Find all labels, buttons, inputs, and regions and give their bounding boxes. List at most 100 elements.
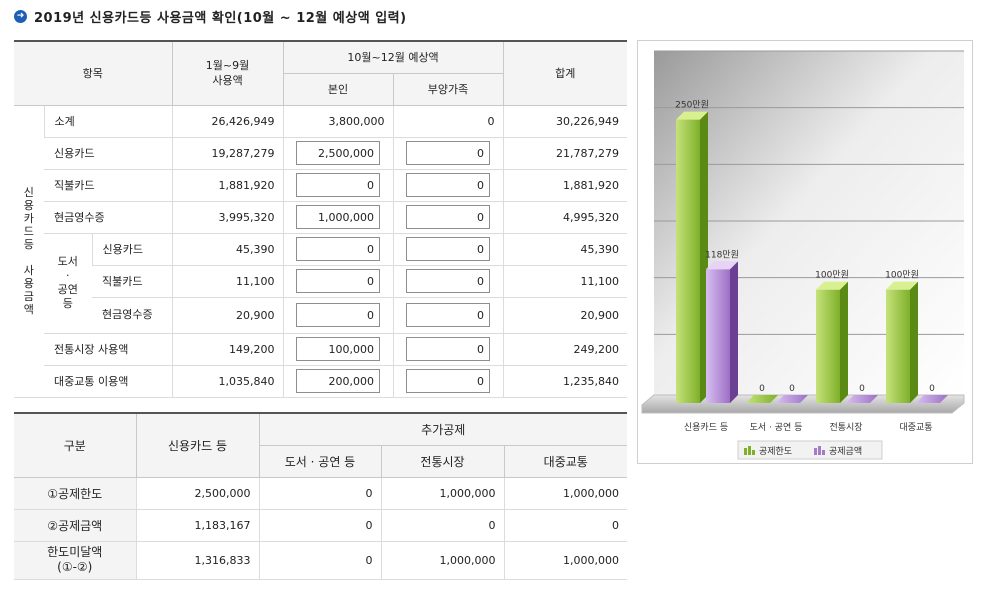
market-total: 249,200: [502, 333, 628, 366]
culture-credit-self-input[interactable]: [296, 237, 381, 261]
row-label-culture-cash: 현금영수증: [92, 297, 173, 334]
credit-card-jan-sep: 19,287,279: [171, 137, 284, 170]
legend-label-0: 공제한도: [759, 446, 792, 457]
data-label-1-0: 118만원: [705, 249, 739, 260]
arrow-right-circle-icon: ➜: [14, 9, 27, 23]
chart-svg: 250만원 0 100만원 100만원 118만원 0 0 0 신용카드 등 도서 · 공연 등 전…: [641, 50, 965, 460]
culture-credit-dependents-input[interactable]: [406, 237, 491, 261]
header-total: 합계: [502, 40, 628, 106]
subtotal-jan-sep: 26,426,949: [171, 105, 284, 138]
bar-0-3: [886, 289, 910, 403]
row-label-culture-credit: 신용카드: [91, 233, 173, 266]
culture-debit-dep-cell: [392, 265, 504, 298]
cash-receipt-self-input[interactable]: [296, 205, 381, 229]
credit-card-dep-cell: [392, 137, 504, 170]
limit-culture: 0: [258, 477, 381, 510]
cash-receipt-total: 4,995,320: [502, 201, 628, 234]
deduction-chart: 250만원 0 100만원 100만원 118만원 0 0 0 신용카드 등 도서 · 공연 등 전…: [637, 40, 973, 464]
legend-swatch-b-1: [818, 446, 821, 455]
category-label-2: 전통시장: [829, 422, 862, 433]
market-dep-cell: [392, 333, 504, 366]
row-label-market: 전통시장 사용액: [44, 333, 173, 366]
debit-card-dependents-input[interactable]: [406, 173, 491, 197]
transit-total: 1,235,840: [502, 365, 628, 398]
legend-label-1: 공제금액: [829, 445, 862, 457]
cash-receipt-jan-sep: 3,995,320: [171, 201, 284, 234]
transit-self-input[interactable]: [296, 369, 381, 393]
subtotal-total: 30,226,949: [502, 105, 628, 138]
row-label-transit: 대중교통 이용액: [44, 365, 173, 398]
credit-card-self-input[interactable]: [296, 141, 381, 165]
category-label-1: 도서 · 공연 등: [750, 422, 803, 433]
debit-card-self-input[interactable]: [296, 173, 381, 197]
header-extra: 추가공제: [258, 412, 627, 446]
credit-card-total: 21,787,279: [502, 137, 628, 170]
culture-credit-dep-cell: [392, 233, 504, 266]
credit-card-dependents-input[interactable]: [406, 141, 491, 165]
data-label-0-0: 250만원: [675, 100, 709, 111]
culture-credit-total: 45,390: [502, 233, 628, 266]
data-label-1-2: 0: [859, 384, 865, 394]
bar-1-0: [706, 269, 730, 403]
cash-receipt-dependents-input[interactable]: [406, 205, 491, 229]
transit-dependents-input[interactable]: [406, 369, 491, 393]
row-label-debit-card: 직불카드: [44, 169, 173, 202]
culture-cash-self-cell: [282, 297, 394, 334]
header-category: 구분: [14, 412, 137, 478]
culture-debit-self-cell: [282, 265, 394, 298]
bar-top-0-2: [816, 281, 848, 290]
amount-market: 0: [380, 509, 504, 542]
row-label-culture-debit: 직불카드: [92, 265, 173, 298]
market-jan-sep: 149,200: [171, 333, 284, 366]
market-self-input[interactable]: [296, 337, 381, 361]
header-transit: 대중교통: [503, 444, 627, 478]
culture-debit-dependents-input[interactable]: [406, 269, 491, 293]
culture-cash-self-input[interactable]: [296, 303, 381, 327]
legend-swatch-a-0: [744, 448, 747, 455]
amount-credit: 1,183,167: [135, 509, 259, 542]
transit-dep-cell: [392, 365, 504, 398]
header-culture: 도서 · 공연 등: [259, 444, 382, 478]
legend-swatch-c-0: [752, 450, 755, 455]
credit-card-self-cell: [282, 137, 394, 170]
shortfall-market: 1,000,000: [380, 541, 504, 580]
culture-debit-total: 11,100: [502, 265, 628, 298]
page-title: 2019년 신용카드등 사용금액 확인(10월 ~ 12월 예상액 입력): [34, 10, 407, 26]
culture-credit-self-cell: [282, 233, 394, 266]
subtotal-dependents: 0: [392, 105, 504, 138]
header-credit: 신용카드 등: [135, 412, 260, 478]
bar-flat-0-1: [746, 395, 778, 403]
debit-card-total: 1,881,920: [502, 169, 628, 202]
data-label-1-3: 0: [929, 384, 935, 394]
legend-swatch-c-1: [822, 450, 825, 455]
legend-box: [737, 440, 883, 460]
deduction-table: 구분 신용카드 등 추가공제 도서 · 공연 등 전통시장 대중교통 ①공제한도…: [14, 412, 627, 580]
amount-culture: 0: [258, 509, 381, 542]
header-market: 전통시장: [380, 444, 505, 478]
market-self-cell: [282, 333, 394, 366]
culture-cash-dependents-input[interactable]: [406, 303, 491, 327]
bar-top-0-0: [676, 111, 708, 120]
shortfall-transit: 1,000,000: [503, 541, 627, 580]
bar-flat-1-3: [916, 395, 948, 403]
bar-0-2: [816, 289, 840, 403]
shortfall-culture: 0: [258, 541, 381, 580]
limit-transit: 1,000,000: [503, 477, 627, 510]
culture-cash-total: 20,900: [502, 297, 628, 334]
bar-side-0-3: [910, 281, 918, 403]
culture-group-label: 도서 · 공연 등: [44, 233, 92, 334]
data-label-0-3: 100만원: [885, 270, 919, 281]
market-dependents-input[interactable]: [406, 337, 491, 361]
bar-side-1-0: [730, 261, 738, 403]
row-label-credit-card: 신용카드: [44, 137, 173, 170]
amount-transit: 0: [503, 509, 627, 542]
header-self: 본인: [283, 72, 394, 106]
legend-swatch-a-1: [814, 448, 817, 455]
row-label-shortfall: 한도미달액 (①-②): [14, 541, 136, 580]
bar-top-1-0: [706, 261, 738, 270]
shortfall-credit: 1,316,833: [135, 541, 259, 580]
debit-card-dep-cell: [392, 169, 504, 202]
culture-debit-self-input[interactable]: [296, 269, 381, 293]
